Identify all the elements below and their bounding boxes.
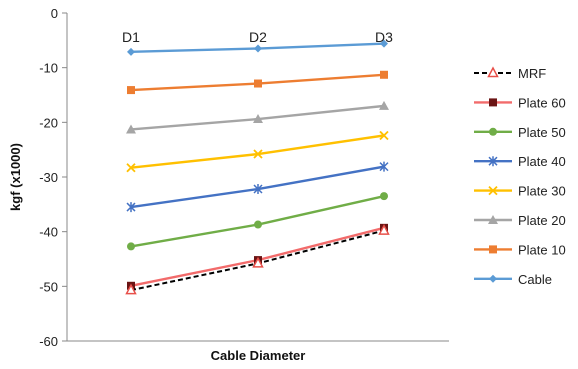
data-point [127,86,135,95]
series-plate-30 [126,130,389,173]
data-point [253,149,263,159]
legend-item: Plate 30 [474,184,566,199]
series-plate-20 [126,100,389,134]
series-plate-40 [126,161,389,213]
legend-label: Plate 50 [518,125,566,140]
y-tick-label: -50 [39,279,58,294]
data-point [127,47,135,56]
legend-label: Plate 30 [518,184,566,199]
data-point [379,161,389,172]
data-point [378,223,390,235]
category-label: D2 [249,29,267,45]
y-tick-label: -40 [39,225,58,240]
data-point [379,130,389,141]
legend-label: Plate 10 [518,242,566,257]
legend-swatch-marker [489,245,497,254]
legend-label: MRF [518,66,546,81]
legend-item: Cable [474,272,552,287]
data-point [127,242,135,251]
legend-label: Plate 20 [518,213,566,228]
series-plate-60 [127,223,388,290]
category-label: D3 [375,29,393,45]
legend-swatch-marker [489,127,497,136]
series-cable [127,39,388,56]
y-tick-label: -60 [39,334,58,349]
series-group [125,39,390,295]
data-point [379,100,389,110]
legend: MRF Plate 60 Plate 50 Plate 40 Plate 30 Plate… [474,66,566,287]
legend-swatch-marker [488,215,498,224]
legend-item: Plate 60 [474,95,566,110]
tick-labels: 0 -10 -20 -30 -40 -50 -60 [39,6,67,349]
legend-swatch-marker [489,274,497,283]
data-point [254,44,262,53]
data-point [253,184,263,195]
data-point [380,39,388,48]
y-axis-title: kgf (x1000) [8,143,23,211]
series-plate-50 [127,192,388,251]
y-tick-label: 0 [51,6,58,21]
legend-swatch-marker [487,66,499,78]
data-point [125,283,137,295]
category-labels: D1 D2 D3 [122,29,393,45]
data-point [380,70,388,79]
legend-item: Plate 50 [474,125,566,140]
legend-swatch-marker [488,185,498,196]
y-tick-label: -20 [39,115,58,130]
axes [66,13,449,342]
legend-swatch-marker [489,98,497,107]
series-plate-10 [127,70,388,95]
series-mrf [125,223,390,295]
legend-label: Plate 60 [518,95,566,110]
legend-item: MRF [474,66,546,81]
data-point [254,79,262,88]
legend-item: Plate 10 [474,242,566,257]
legend-label: Cable [518,272,552,287]
data-point [126,163,136,173]
data-point [254,220,262,229]
legend-item: Plate 20 [474,213,566,228]
data-point [126,124,136,134]
legend-swatch-marker [488,156,498,167]
series-line [130,134,385,169]
data-point [253,114,263,124]
y-tick-label: -10 [39,61,58,76]
y-tick-label: -30 [39,170,58,185]
category-label: D1 [122,29,140,45]
data-point [252,256,264,268]
data-point [126,202,136,213]
legend-item: Plate 40 [474,154,566,169]
data-point [380,192,388,201]
x-axis-title: Cable Diameter [211,348,306,363]
legend-label: Plate 40 [518,154,566,169]
